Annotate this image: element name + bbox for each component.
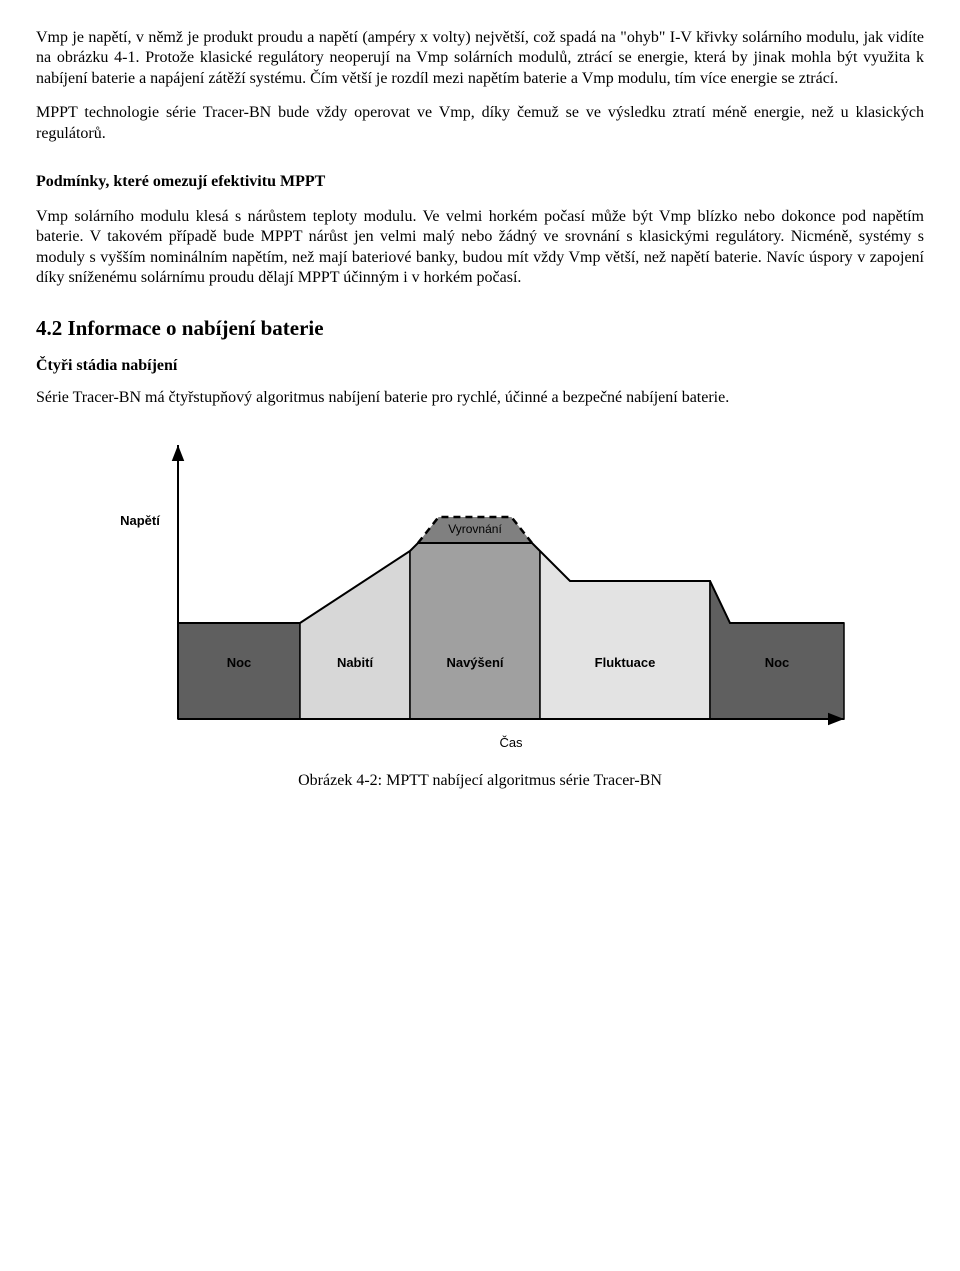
svg-text:Čas: Čas (499, 735, 523, 750)
paragraph-intro-1: Vmp je napětí, v němž je produkt proudu … (36, 28, 924, 89)
figure-caption-4-2: Obrázek 4-2: MPTT nabíjecí algoritmus sé… (36, 771, 924, 791)
svg-text:Noc: Noc (765, 655, 790, 670)
conditions-heading: Podmínky, které omezují efektivitu MPPT (36, 172, 924, 192)
svg-text:Navýšení: Navýšení (446, 655, 503, 670)
paragraph-intro-2: MPPT technologie série Tracer-BN bude vž… (36, 103, 924, 144)
section-heading-4-2: 4.2 Informace o nabíjení baterie (36, 315, 924, 342)
svg-text:Nabití: Nabití (337, 655, 374, 670)
paragraph-stages: Série Tracer-BN má čtyřstupňový algoritm… (36, 388, 924, 408)
svg-text:Fluktuace: Fluktuace (595, 655, 656, 670)
charging-stage-chart: Napětí Čas Noc Nabití Navýšení Vyrovnání Flukt… (100, 431, 860, 761)
stages-heading: Čtyři stádia nabíjení (36, 356, 924, 376)
svg-text:Noc: Noc (227, 655, 252, 670)
paragraph-conditions: Vmp solárního modulu klesá s nárůstem te… (36, 207, 924, 289)
svg-text:Vyrovnání: Vyrovnání (448, 522, 502, 536)
svg-text:Napětí: Napětí (120, 513, 160, 528)
